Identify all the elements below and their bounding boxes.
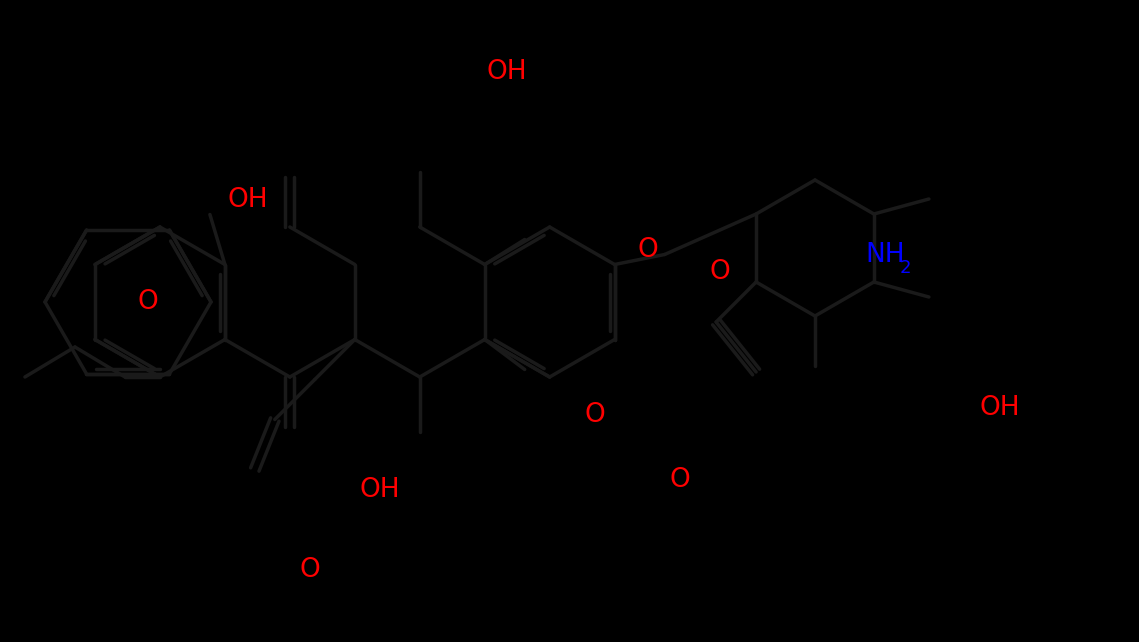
Text: O: O <box>584 402 605 428</box>
Text: OH: OH <box>228 187 269 213</box>
Text: O: O <box>300 557 320 583</box>
Text: OH: OH <box>980 395 1021 421</box>
Text: 2: 2 <box>900 259 911 277</box>
Text: O: O <box>138 289 158 315</box>
Text: OH: OH <box>486 59 527 85</box>
Text: O: O <box>670 467 690 493</box>
Text: OH: OH <box>360 477 400 503</box>
Text: O: O <box>710 259 730 285</box>
Text: O: O <box>638 237 658 263</box>
Text: NH: NH <box>865 242 904 268</box>
